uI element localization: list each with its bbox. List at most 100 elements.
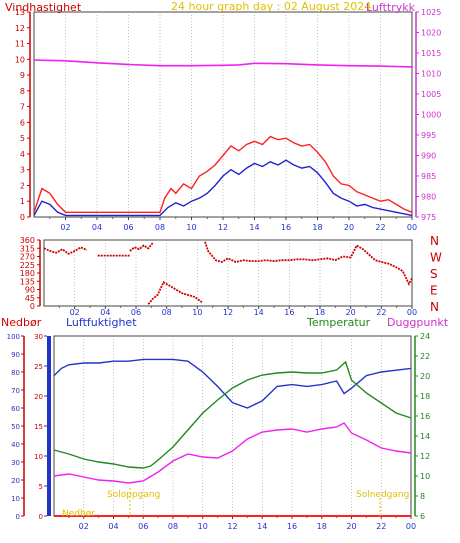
wind-speed-tick-label: 8 [20, 87, 25, 96]
x-tick-label: 04 [100, 308, 110, 317]
temperature-tick-label: 12 [420, 452, 430, 461]
temperature-line [53, 360, 412, 469]
temperature-tick-label: 22 [420, 352, 430, 361]
pressure-tick-label: 980 [421, 193, 436, 202]
temperature-tick-label: 16 [420, 412, 430, 421]
wind-direction-segment [129, 242, 154, 252]
temperature-tick-label: 24 [420, 332, 430, 341]
wind-speed-tick-label: 7 [20, 103, 25, 112]
x-tick-label: 18 [315, 308, 325, 317]
rain-tick-label: 40 [11, 441, 20, 449]
x-tick-label: 16 [287, 522, 297, 531]
direction-tick-label: 225 [20, 261, 35, 270]
pressure-line [33, 59, 413, 68]
wind-speed-tick-label: 0 [20, 213, 25, 222]
x-tick-label: 14 [249, 223, 259, 232]
rain-tick-label: 70 [11, 387, 20, 395]
x-tick-label: 22 [376, 308, 386, 317]
wind-speed-tick-label: 1 [20, 197, 25, 206]
x-tick-label: 06 [138, 522, 148, 531]
pressure-tick-label: 1005 [421, 90, 441, 99]
x-tick-label: 00 [407, 308, 417, 317]
direction-tick-label: 315 [20, 244, 35, 253]
direction-tick-label: 360 [20, 236, 35, 245]
x-tick-label: 20 [346, 522, 356, 531]
x-tick-label: 16 [284, 308, 294, 317]
sunset-label: Solnedgang [356, 490, 409, 500]
compass-label: N [430, 300, 439, 314]
x-tick-label: 12 [223, 308, 233, 317]
x-tick-label: 04 [92, 223, 102, 232]
temperature-tick-label: 14 [420, 432, 430, 441]
x-tick-label: 12 [227, 522, 237, 531]
wind-direction-segment [204, 241, 413, 286]
pressure-tick-label: 1000 [421, 111, 441, 120]
humidity-line [53, 358, 412, 409]
x-tick-label: 18 [317, 522, 327, 531]
x-tick-label: 14 [257, 522, 267, 531]
temperature-tick-label: 8 [420, 492, 425, 501]
wind-speed-line [33, 135, 413, 214]
wind-speed-tick-label: 13 [15, 8, 25, 17]
x-tick-label: 06 [123, 223, 133, 232]
wind-speed-tick-label: 3 [20, 166, 25, 175]
x-tick-label: 22 [376, 522, 386, 531]
rain-tick-label: 0 [16, 513, 20, 521]
rain-tick-label: 80 [11, 369, 20, 377]
direction-tick-label: 90 [25, 286, 35, 295]
direction-tick-label: 270 [20, 253, 35, 262]
x-tick-label: 08 [168, 522, 178, 531]
compass-label: E [430, 284, 438, 298]
rain-tick-label: 30 [11, 459, 20, 467]
rain-marker-label: Nedbør [62, 509, 95, 519]
pressure-tick-label: 975 [421, 213, 436, 222]
wind-speed-tick-label: 12 [15, 24, 25, 33]
x-tick-label: 10 [192, 308, 202, 317]
wind-speed-tick-label: 4 [20, 150, 25, 159]
x-tick-label: 08 [155, 223, 165, 232]
x-tick-label: 06 [131, 308, 141, 317]
x-tick-label: 02 [79, 522, 89, 531]
rain-tick-label: 90 [11, 351, 20, 359]
wind-speed-axis-label: Vindhastighet [5, 1, 82, 14]
compass-label: N [430, 234, 439, 248]
humidity-tick-label: 0 [39, 513, 43, 521]
sunrise-label: Soloppgang [107, 490, 160, 500]
x-tick-label: 00 [406, 522, 416, 531]
wind-speed-tick-label: 5 [20, 134, 25, 143]
x-tick-label: 14 [254, 308, 264, 317]
pressure-tick-label: 1025 [421, 8, 441, 17]
humidity-tick-label: 25 [34, 363, 43, 371]
compass-label: W [430, 251, 442, 265]
rain-tick-label: 100 [7, 333, 20, 341]
rain-tick-label: 20 [11, 477, 20, 485]
x-tick-label: 18 [312, 223, 322, 232]
humidity-tick-label: 20 [34, 393, 43, 401]
x-tick-label: 10 [186, 223, 196, 232]
x-tick-label: 10 [198, 522, 208, 531]
pressure-axis-label: Lufttrykk [366, 1, 416, 14]
humidity-tick-label: 5 [39, 483, 43, 491]
wind-speed-tick-label: 9 [20, 71, 25, 80]
wind-speed-tick-label: 2 [20, 181, 25, 190]
humidity-tick-label: 10 [34, 453, 43, 461]
x-tick-label: 08 [162, 308, 172, 317]
pressure-tick-label: 1015 [421, 49, 441, 58]
wind-speed-tick-label: 6 [20, 118, 25, 127]
direction-tick-label: 135 [20, 277, 35, 286]
temperature-tick-label: 10 [420, 472, 430, 481]
pressure-tick-label: 1010 [421, 70, 441, 79]
x-tick-label: 00 [407, 223, 417, 232]
x-tick-label: 20 [346, 308, 356, 317]
rain-tick-label: 10 [11, 495, 20, 503]
wind-speed-tick-label: 11 [15, 40, 25, 49]
compass-label: S [430, 267, 438, 281]
rain-tick-label: 50 [11, 423, 20, 431]
x-tick-label: 20 [344, 223, 354, 232]
pressure-tick-label: 985 [421, 172, 436, 181]
direction-tick-label: 0 [30, 302, 35, 311]
humidity-tick-label: 30 [34, 333, 43, 341]
rain-axis-label: Nedbør [1, 316, 42, 329]
x-tick-label: 16 [281, 223, 291, 232]
